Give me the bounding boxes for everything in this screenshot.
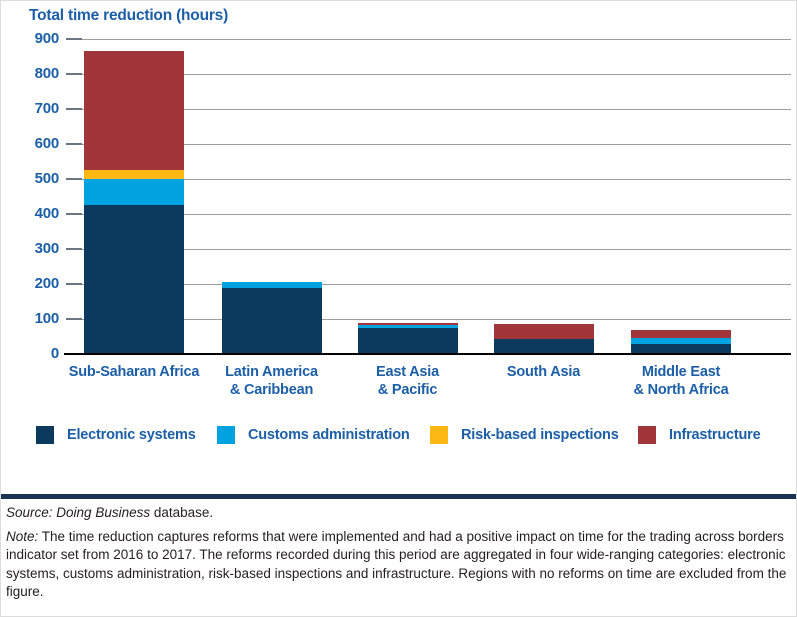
legend-label: Electronic systems (67, 427, 196, 443)
gridline-900 (66, 38, 791, 40)
footer-rule (1, 494, 796, 499)
gridline-200 (66, 283, 791, 285)
gridline-800 (66, 73, 791, 75)
y-tick-label: 800 (34, 65, 60, 82)
x-axis-label-sub-saharan-africa: Sub-Saharan Africa (68, 364, 200, 380)
bar-segment-infrastructure (357, 322, 458, 326)
plot-area: 0 100 200 300 400 500 600 700 800 900 Sub-Saharan … (1, 1, 796, 421)
bar-segment-electronic-systems (493, 338, 594, 354)
bar-segment-infrastructure (631, 330, 731, 338)
legend-swatch-infrastructure (638, 426, 656, 444)
y-tick-label: 100 (34, 310, 60, 327)
y-tick-label: 400 (34, 205, 60, 222)
y-tick-mark (66, 318, 82, 320)
legend-label: Risk-based inspections (461, 427, 619, 443)
note-line: Note: The time reduction captures reform… (6, 528, 790, 602)
note-text: The time reduction captures reforms that… (6, 528, 787, 600)
gridline-300 (66, 248, 791, 250)
bar-segment-electronic-systems (357, 327, 458, 354)
bar-segment-electronic-systems (84, 205, 184, 354)
y-tick-mark (66, 178, 82, 180)
y-tick-mark (66, 38, 82, 40)
bar-segment-customs-administration (221, 282, 322, 288)
gridline-600 (66, 143, 791, 145)
footer: Source: Doing Business database. Note: T… (6, 504, 790, 602)
gridline-700 (66, 108, 791, 110)
legend-label: Infrastructure (669, 427, 761, 443)
y-tick-mark (66, 283, 82, 285)
legend-label: Customs administration (248, 427, 410, 443)
gridline-500 (66, 178, 791, 180)
y-tick-mark (66, 108, 82, 110)
legend-item-electronic-systems: Electronic systems (36, 426, 196, 444)
y-tick-label: 900 (34, 30, 60, 47)
legend-item-risk-based-inspections: Risk-based inspections (430, 426, 619, 444)
gridline-400 (66, 213, 791, 215)
y-tick-mark (66, 248, 82, 250)
x-axis-line (64, 353, 791, 355)
legend-item-customs-administration: Customs administration (217, 426, 410, 444)
source-label: Source: (6, 505, 53, 520)
bar-segment-infrastructure (493, 323, 594, 339)
x-axis-label-latin-america-caribbean: Latin America & Caribbean (225, 364, 318, 398)
y-tick-mark (66, 143, 82, 145)
y-tick-label: 0 (50, 345, 59, 362)
y-tick-label: 600 (34, 135, 60, 152)
legend-swatch-risk-based-inspections (430, 426, 448, 444)
x-axis-label-middle-east-north-africa: Middle East & North Africa (633, 364, 729, 398)
legend-swatch-customs-administration (217, 426, 235, 444)
y-tick-label: 500 (34, 170, 60, 187)
chart-title: Total time reduction (hours) (29, 7, 229, 24)
legend-item-infrastructure: Infrastructure (638, 426, 761, 444)
note-label: Note: (6, 528, 39, 544)
y-tick-label: 700 (34, 100, 60, 117)
bar-segment-customs-administration (631, 337, 731, 345)
y-tick-label: 200 (34, 275, 60, 292)
source-line: Source: Doing Business database. (6, 504, 790, 523)
x-axis-label-south-asia: South Asia (506, 364, 581, 380)
bar-segment-customs-administration (357, 325, 458, 328)
y-tick-label: 300 (34, 240, 60, 257)
bar-segment-infrastructure (84, 51, 184, 171)
bar-segment-customs-administration (84, 179, 184, 206)
gridline-100 (66, 318, 791, 320)
legend: Electronic systems Customs administration… (1, 426, 796, 446)
bar-segment-electronic-systems (631, 344, 731, 354)
source-suffix: database. (150, 505, 214, 520)
y-tick-mark (66, 213, 82, 215)
bar-segment-electronic-systems (221, 287, 322, 354)
x-axis-label-east-asia-pacific: East Asia & Pacific (376, 364, 439, 398)
legend-swatch-electronic-systems (36, 426, 54, 444)
y-tick-mark (66, 73, 82, 75)
bar-segment-risk-based-inspections (84, 170, 184, 179)
source-name: Doing Business (56, 505, 151, 520)
